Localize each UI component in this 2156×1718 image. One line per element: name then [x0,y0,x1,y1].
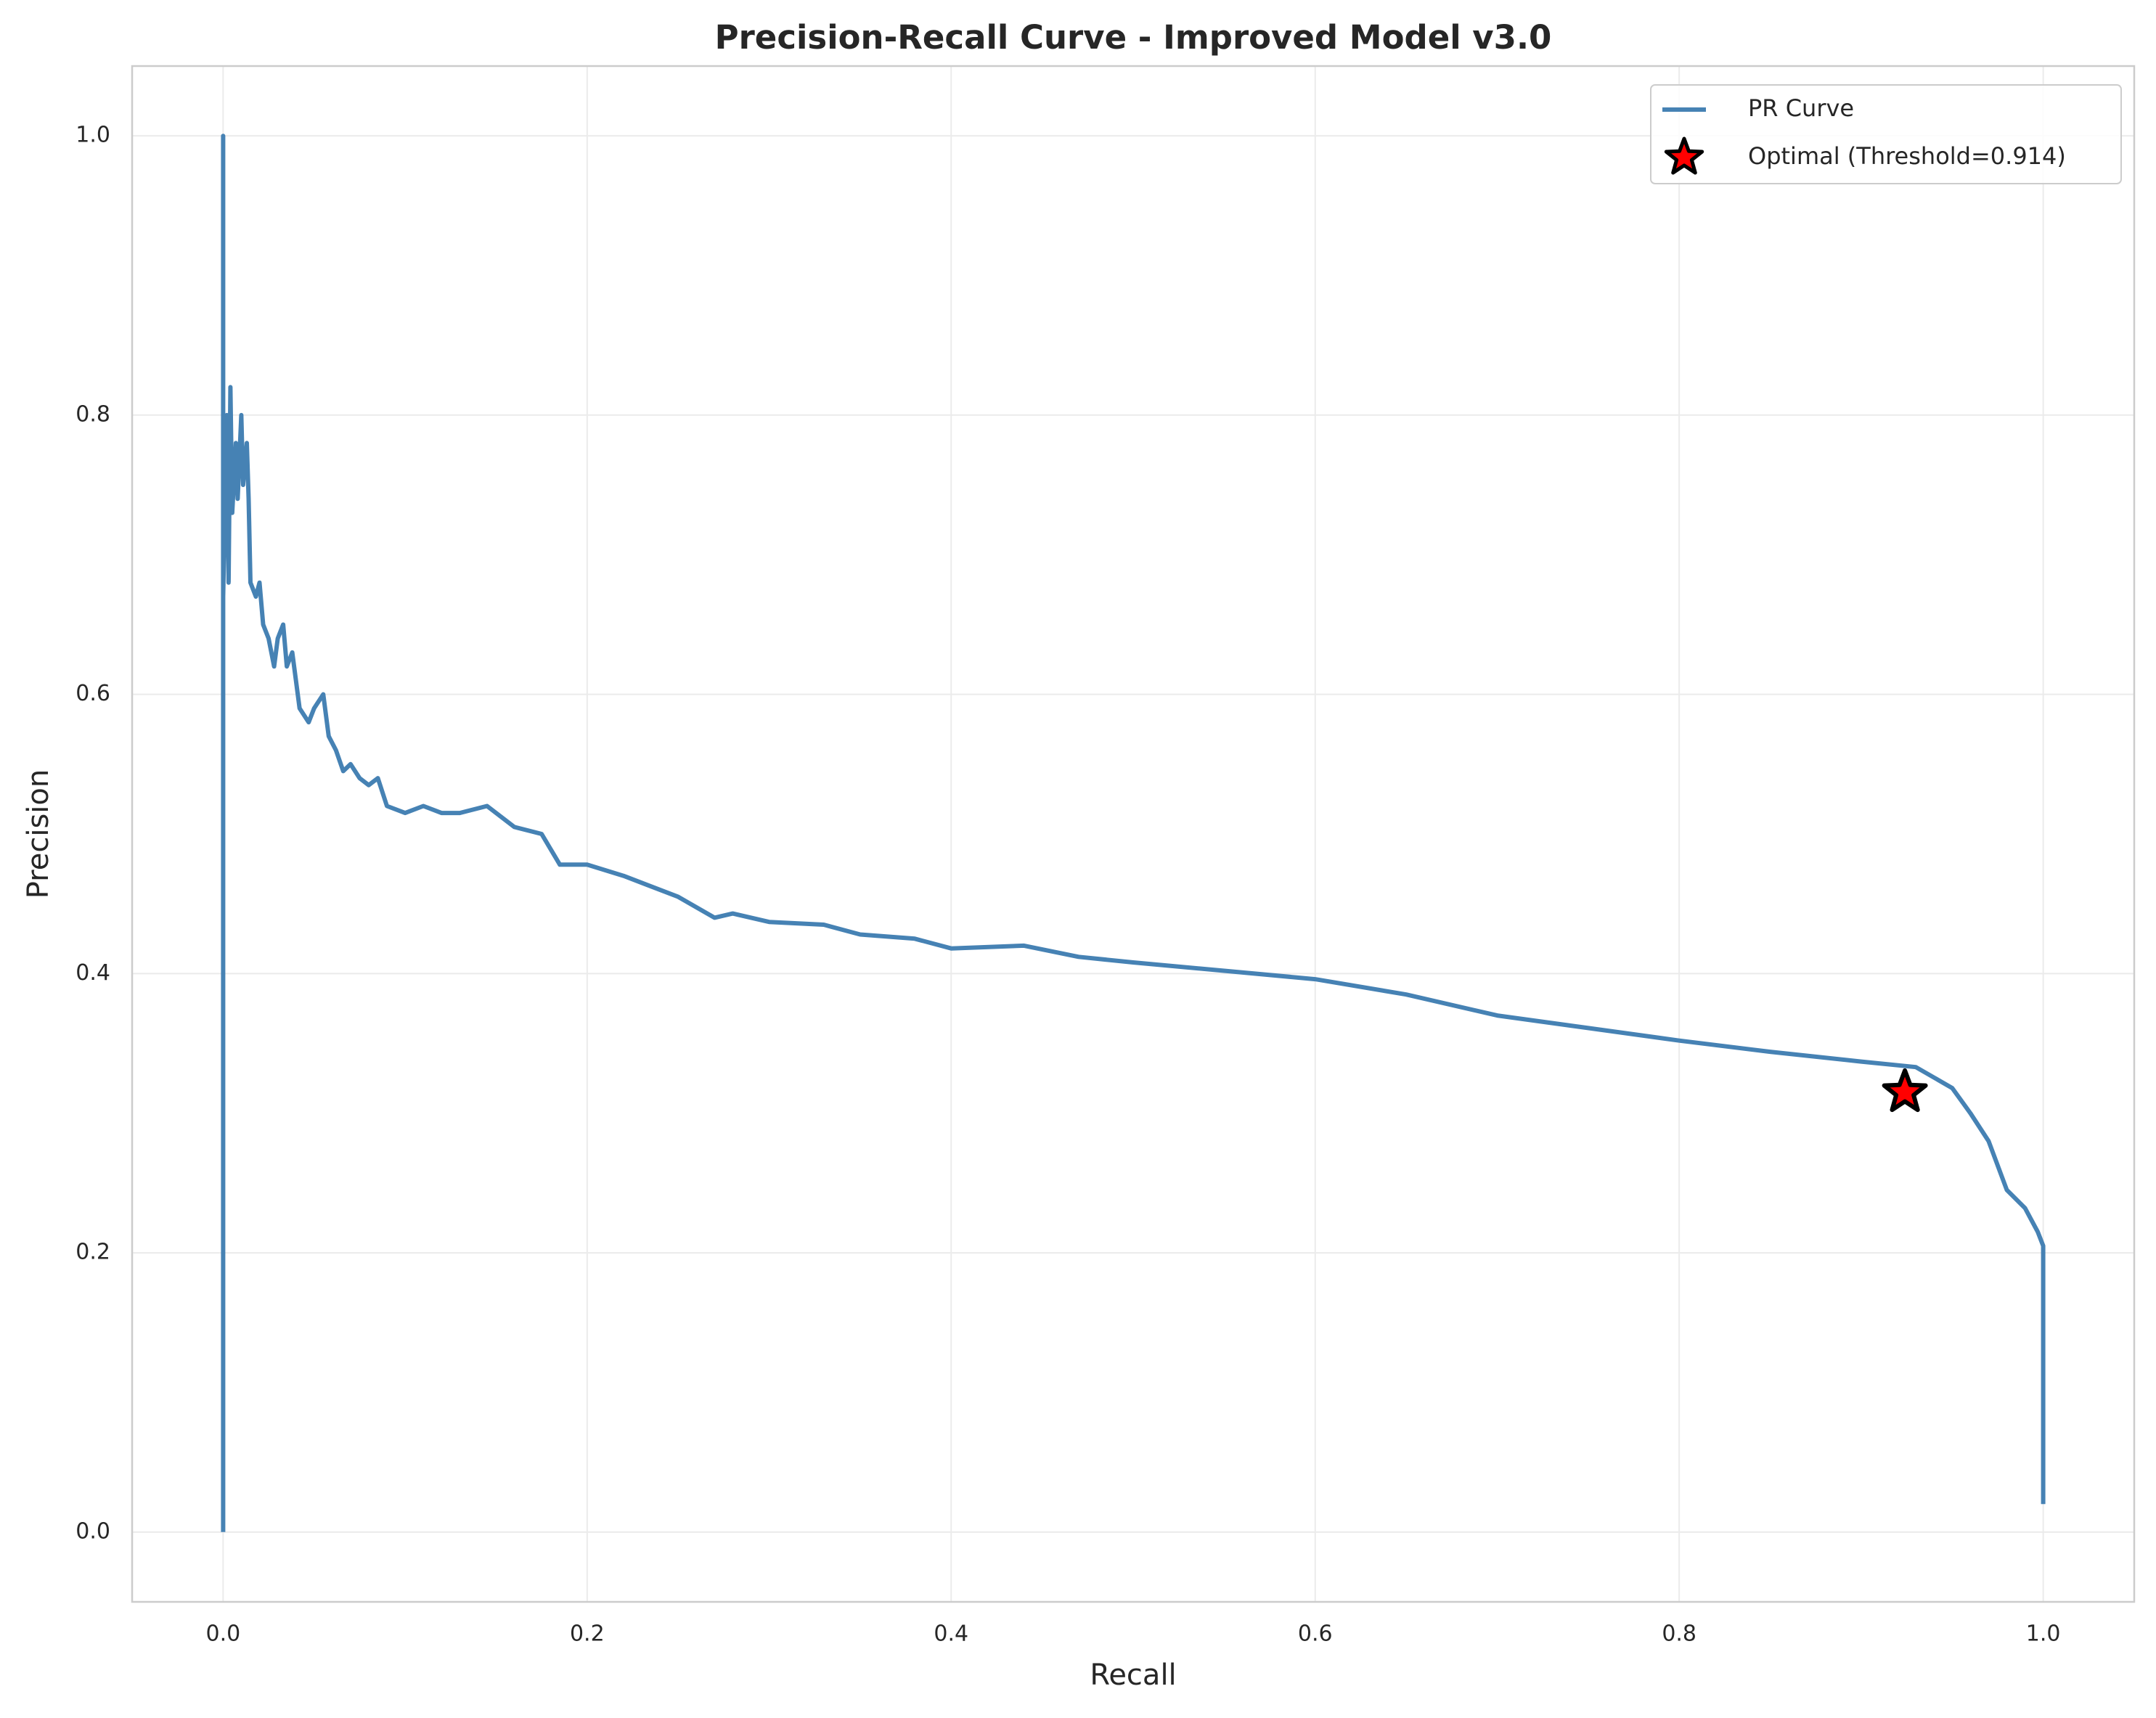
x-tick-label: 0.6 [1298,1621,1333,1647]
x-tick-label: 0.2 [570,1621,605,1647]
y-tick-label: 0.6 [75,681,110,706]
chart-title: Precision-Recall Curve - Improved Model … [715,18,1552,57]
pr-curve [221,134,2046,1532]
y-tick-label: 0.2 [75,1240,110,1265]
y-tick-label: 0.4 [75,960,110,986]
optimal-point [1882,1068,1928,1113]
plot-frame [131,65,2136,1603]
y-axis-label: Precision [22,769,55,899]
y-tick-label: 0.0 [75,1518,110,1544]
y-tick-label: 1.0 [75,123,110,148]
legend-box [1650,84,2122,184]
legend-star [1664,136,1704,175]
x-axis-label: Recall [1090,1658,1176,1692]
x-tick-label: 0.8 [1662,1621,1696,1647]
x-tick-label: 1.0 [2026,1621,2061,1647]
y-tick-label: 0.8 [75,401,110,427]
legend-label: Optimal (Threshold=0.914) [1748,142,2066,170]
x-tick-label: 0.4 [934,1621,968,1647]
x-tick-label: 0.0 [206,1621,241,1647]
legend-label: PR Curve [1748,94,1854,122]
